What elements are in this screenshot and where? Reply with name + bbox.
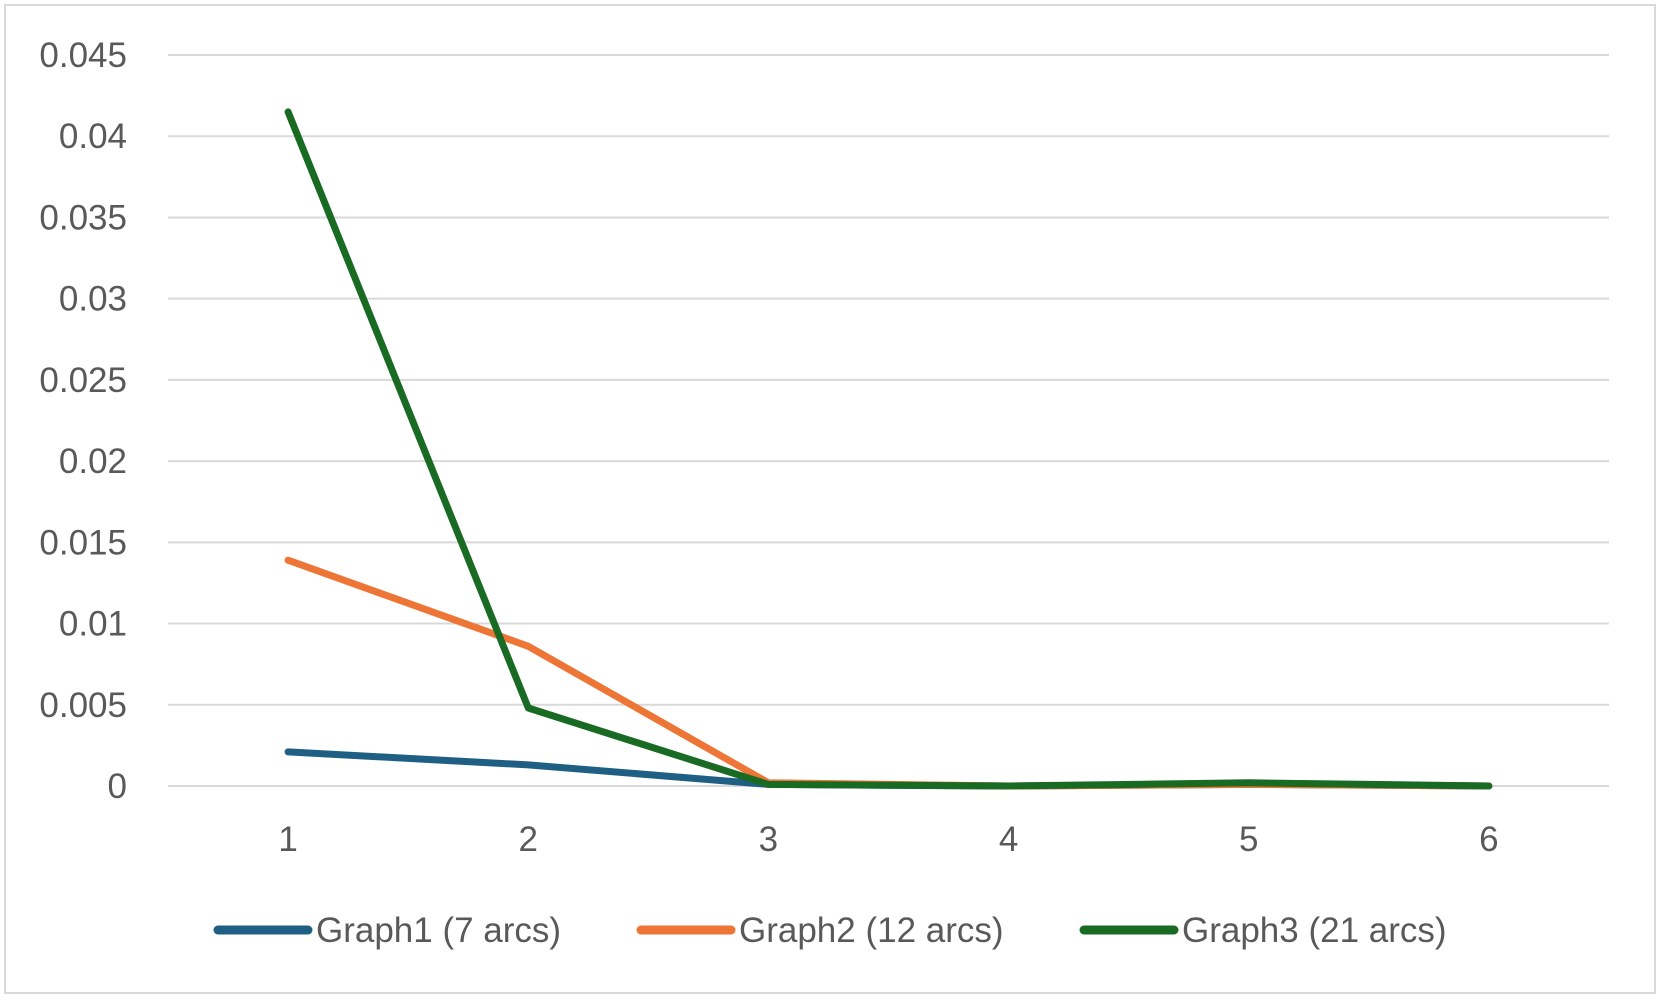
y-tick-label: 0.005 (39, 686, 127, 725)
y-axis-tick-labels: 0 0.005 0.01 0.015 0.02 0.025 0.03 0.035 0.04 0.0… (39, 36, 127, 806)
y-tick-label: 0.045 (39, 36, 127, 75)
x-tick-label: 3 (759, 820, 778, 859)
x-tick-label: 6 (1479, 820, 1498, 859)
gridlines (168, 54, 1609, 787)
legend-label-graph2: Graph2 (12 arcs) (739, 911, 1004, 950)
y-tick-label: 0.03 (59, 280, 127, 319)
y-tick-label: 0.02 (59, 442, 127, 481)
legend-label-graph3: Graph3 (21 arcs) (1182, 911, 1447, 950)
y-tick-label: 0.025 (39, 361, 127, 400)
y-tick-label: 0.01 (59, 605, 127, 644)
y-tick-label: 0 (108, 767, 127, 806)
y-tick-label: 0.035 (39, 198, 127, 237)
y-tick-label: 0.04 (59, 117, 127, 156)
legend-label-graph1: Graph1 (7 arcs) (316, 911, 561, 950)
x-axis-tick-labels: 1 2 3 4 5 6 (278, 820, 1498, 859)
x-tick-label: 5 (1239, 820, 1258, 859)
legend: Graph1 (7 arcs) Graph2 (12 arcs) Graph3 (2… (213, 911, 1447, 950)
x-tick-label: 1 (278, 820, 297, 859)
y-tick-label: 0.015 (39, 523, 127, 562)
x-tick-label: 2 (519, 820, 538, 859)
series-lines (284, 108, 1493, 790)
chart-frame (4, 4, 1656, 994)
x-tick-label: 4 (999, 820, 1018, 859)
series-line-graph2 (284, 556, 1493, 790)
series-line-graph3 (284, 108, 1493, 790)
